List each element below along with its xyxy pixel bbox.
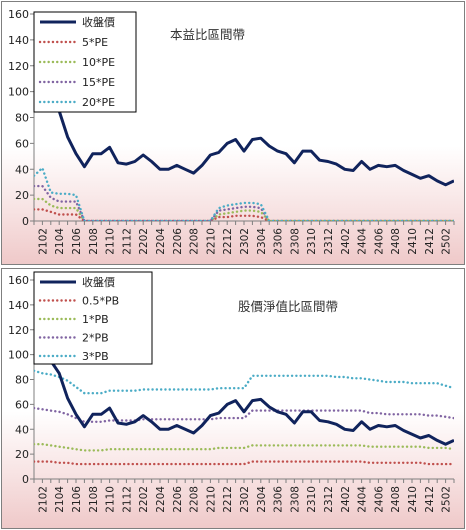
plot-area	[34, 292, 454, 466]
x-tick-label: 2210	[205, 228, 217, 255]
x-tick-label: 2104	[54, 486, 66, 513]
legend-label-3*PB: 3*PB	[82, 350, 109, 363]
series-line-3*PB	[34, 369, 454, 395]
x-tick-label: 2108	[88, 228, 100, 255]
pe-band-chart: 0 20 40 60 80 100 120 140 160 2102 2104 2106 2108 211…	[8, 8, 455, 255]
pe-band-chart-panel: 0 20 40 60 80 100 120 140 160 2102 2104 2106 2108 211…	[1, 1, 465, 265]
y-tick-label: 140	[8, 299, 29, 312]
series-line-收盤價	[34, 292, 454, 446]
chart-title: 本益比區間帶	[170, 27, 245, 42]
x-tick-label: 2208	[189, 486, 201, 513]
x-tick-label: 2112	[121, 228, 133, 255]
legend-label-10*PE: 10*PE	[82, 56, 115, 69]
x-tick-label: 2310	[306, 486, 318, 513]
y-tick-label: 20	[15, 189, 29, 202]
y-tick-label: 0	[22, 473, 29, 486]
x-tick-label: 2106	[71, 486, 83, 513]
x-tick-label: 2406	[373, 228, 385, 255]
pb-band-chart-panel: 0 20 40 60 80 100 120 140 160 2102 2104 2106 2108 211…	[1, 268, 465, 529]
legend-label-收盤價: 收盤價	[82, 275, 115, 289]
x-tick-label: 2304	[256, 486, 268, 513]
x-tick-label: 2208	[189, 228, 201, 255]
x-tick-label: 2404	[357, 486, 369, 513]
x-tick-label: 2408	[390, 228, 402, 255]
x-tick-label: 2204	[155, 486, 167, 513]
x-tick-label: 2310	[306, 228, 318, 255]
legend-label-0.5*PB: 0.5*PB	[82, 295, 119, 308]
x-tick-label: 2212	[222, 486, 234, 513]
x-tick-label: 2302	[239, 228, 251, 255]
chart-title: 股價淨值比區間帶	[238, 299, 338, 314]
x-tick-label: 2306	[273, 228, 285, 255]
y-tick-label: 80	[15, 112, 29, 125]
y-tick-label: 60	[15, 137, 29, 150]
legend: 收盤價 0.5*PB 1*PB 2*PB 3*PB	[33, 271, 153, 365]
x-tick-label: 2206	[172, 486, 184, 513]
legend-label-20*PE: 20*PE	[82, 96, 115, 109]
x-tick-label: 2110	[105, 228, 117, 255]
x-tick-label: 2402	[340, 228, 352, 255]
x-tick-label: 2202	[138, 486, 150, 513]
x-tick-label: 2412	[424, 486, 436, 513]
legend-box	[33, 11, 137, 113]
legend-label-5*PE: 5*PE	[82, 36, 108, 49]
series-line-0.5*PB	[34, 460, 454, 466]
x-tick-label: 2410	[407, 228, 419, 255]
x-tick-label: 2210	[205, 486, 217, 513]
y-tick-label: 160	[8, 274, 29, 287]
y-tick-label: 0	[22, 215, 29, 228]
x-tick-label: 2108	[88, 486, 100, 513]
x-tick-label: 2106	[71, 228, 83, 255]
series-line-2*PB	[34, 406, 454, 424]
x-tick-label: 2308	[289, 228, 301, 255]
x-tick-label: 2502	[441, 486, 453, 513]
legend-label-1*PB: 1*PB	[82, 313, 109, 326]
x-tick-label: 2110	[105, 486, 117, 513]
x-tick-label: 2112	[121, 486, 133, 513]
legend-label-收盤價: 收盤價	[82, 15, 115, 29]
x-tick-label: 2306	[273, 486, 285, 513]
x-tick-label: 2204	[155, 228, 167, 255]
y-tick-label: 20	[15, 448, 29, 461]
series-line-1*PB	[34, 442, 454, 452]
y-tick-label: 100	[8, 86, 29, 99]
pb-band-chart: 0 20 40 60 80 100 120 140 160 2102 2104 2106 2108 211…	[8, 271, 455, 513]
legend-label-2*PB: 2*PB	[82, 332, 109, 345]
y-tick-label: 140	[8, 34, 29, 47]
y-tick-label: 160	[8, 8, 29, 21]
x-tick-label: 2404	[357, 228, 369, 255]
plot-area	[34, 26, 454, 221]
x-tick-label: 2312	[323, 486, 335, 513]
x-tick-label: 2308	[289, 486, 301, 513]
series-line-收盤價	[34, 26, 454, 187]
y-tick-label: 80	[15, 374, 29, 387]
x-tick-label: 2412	[424, 228, 436, 255]
legend-label-15*PE: 15*PE	[82, 76, 115, 89]
y-tick-label: 120	[8, 324, 29, 337]
x-tick-label: 2312	[323, 228, 335, 255]
x-tick-label: 2410	[407, 486, 419, 513]
x-tick-label: 2102	[37, 486, 49, 513]
x-tick-label: 2206	[172, 228, 184, 255]
x-tick-label: 2408	[390, 486, 402, 513]
x-tick-label: 2406	[373, 486, 385, 513]
x-tick-label: 2102	[37, 228, 49, 255]
x-tick-label: 2212	[222, 228, 234, 255]
x-tick-label: 2304	[256, 228, 268, 255]
series-line-20*PE	[34, 166, 454, 221]
y-tick-label: 60	[15, 398, 29, 411]
legend-box	[33, 271, 153, 365]
y-tick-label: 100	[8, 349, 29, 362]
y-tick-label: 40	[15, 163, 29, 176]
y-tick-label: 120	[8, 60, 29, 73]
x-tick-label: 2402	[340, 486, 352, 513]
series-line-5*PE	[34, 208, 454, 221]
x-tick-label: 2104	[54, 228, 66, 255]
legend: 收盤價 5*PE 10*PE 15*PE 20*PE	[33, 11, 137, 113]
x-tick-label: 2502	[441, 228, 453, 255]
x-tick-label: 2302	[239, 486, 251, 513]
y-tick-label: 40	[15, 423, 29, 436]
x-tick-label: 2202	[138, 228, 150, 255]
